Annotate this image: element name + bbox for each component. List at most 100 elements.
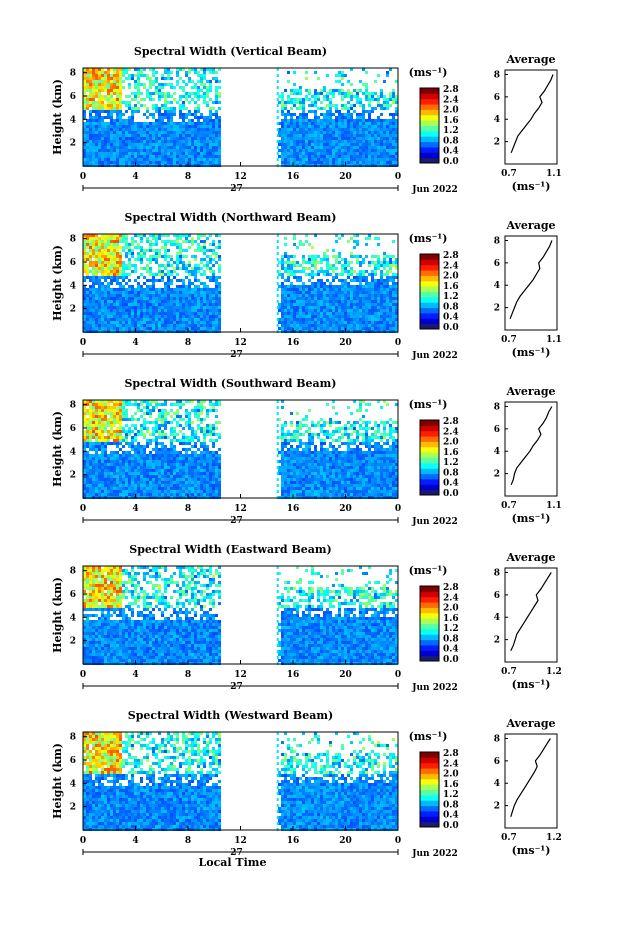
heatmap-cell [155, 125, 158, 128]
heatmap-cell [146, 77, 149, 80]
heatmap-cell [338, 279, 341, 282]
heatmap-cell [113, 442, 116, 445]
heatmap-cell [374, 324, 377, 327]
heatmap-cell [308, 161, 311, 164]
heatmap-cell [170, 83, 173, 86]
heatmap-cell [338, 237, 341, 240]
heatmap-cell [83, 264, 86, 267]
heatmap-cell [203, 294, 206, 297]
heatmap-cell [86, 481, 89, 484]
heatmap-cell [83, 161, 86, 164]
heatmap-cell [95, 252, 98, 255]
heatmap-cell [194, 95, 197, 98]
heatmap-cell [359, 113, 362, 116]
heatmap-cell [281, 134, 284, 137]
heatmap-cell [179, 77, 182, 80]
heatmap-cell [83, 472, 86, 475]
heatmap-cell [182, 240, 185, 243]
heatmap-cell [176, 267, 179, 270]
panel-1: Spectral Width (Vertical Beam)2468Height… [51, 45, 562, 195]
heatmap-cell [176, 246, 179, 249]
heatmap-cell [104, 116, 107, 119]
heatmap-cell [209, 258, 212, 261]
heatmap-cell [155, 86, 158, 89]
heatmap-cell [290, 288, 293, 291]
heatmap-cell [92, 481, 95, 484]
heatmap-cell [143, 134, 146, 137]
heatmap-cell [116, 475, 119, 478]
heatmap-cell [194, 285, 197, 288]
heatmap-cell [188, 303, 191, 306]
heatmap-cell [125, 403, 128, 406]
heatmap-cell [92, 137, 95, 140]
heatmap-cell [353, 285, 356, 288]
heatmap-cell [311, 146, 314, 149]
heatmap-cell [293, 270, 296, 273]
heatmap-cell [92, 303, 95, 306]
heatmap-cell [197, 288, 200, 291]
heatmap-cell [200, 234, 203, 237]
heatmap-cell [98, 137, 101, 140]
heatmap-cell [206, 306, 209, 309]
avg-y-tick-label: 8 [494, 236, 500, 246]
heatmap-cell [125, 77, 128, 80]
heatmap-cell [128, 430, 131, 433]
heatmap-cell [98, 68, 101, 71]
heatmap-cell [86, 288, 89, 291]
heatmap-cell [326, 134, 329, 137]
heatmap-cell [323, 291, 326, 294]
heatmap-cell [299, 309, 302, 312]
heatmap-cell [386, 152, 389, 155]
heatmap-cell [152, 306, 155, 309]
heatmap-cell [281, 92, 284, 95]
heatmap-cell [131, 74, 134, 77]
heatmap-cell [107, 487, 110, 490]
heatmap-cell [356, 291, 359, 294]
heatmap-cell [218, 149, 221, 152]
heatmap-cell [359, 273, 362, 276]
heatmap-cell [299, 107, 302, 110]
heatmap-cell [281, 152, 284, 155]
heatmap-cell [134, 68, 137, 71]
heatmap-cell [167, 324, 170, 327]
heatmap-cell [86, 487, 89, 490]
heatmap-cell [203, 146, 206, 149]
heatmap-cell [110, 300, 113, 303]
heatmap-cell [299, 161, 302, 164]
heatmap-cell [110, 288, 113, 291]
heatmap-cell [95, 261, 98, 264]
heatmap-cell [95, 77, 98, 80]
heatmap-cell [131, 403, 134, 406]
heatmap-cell [191, 98, 194, 101]
heatmap-cell [203, 119, 206, 122]
heatmap-cell [212, 143, 215, 146]
heatmap-cell [392, 116, 395, 119]
heatmap-cell [170, 318, 173, 321]
heatmap-cell [131, 424, 134, 427]
heatmap-cell [110, 454, 113, 457]
heatmap-cell [296, 131, 299, 134]
heatmap-cell [305, 98, 308, 101]
heatmap-cell [95, 255, 98, 258]
heatmap-cell [101, 490, 104, 493]
heatmap-cell [380, 285, 383, 288]
heatmap-cell [191, 161, 194, 164]
heatmap-cell [128, 451, 131, 454]
heatmap-cell [392, 324, 395, 327]
heatmap-cell [158, 98, 161, 101]
heatmap-cell [218, 258, 221, 261]
heatmap-cell [173, 312, 176, 315]
heatmap-cell [386, 134, 389, 137]
heatmap-cell [125, 490, 128, 493]
heatmap-cell [113, 110, 116, 113]
heatmap-cell [134, 324, 137, 327]
heatmap-cell [167, 291, 170, 294]
heatmap-cell [371, 98, 374, 101]
heatmap-cell [155, 306, 158, 309]
heatmap-cell [395, 98, 398, 101]
heatmap-cell [323, 161, 326, 164]
heatmap-cell [143, 297, 146, 300]
heatmap-cell [308, 243, 311, 246]
heatmap-cell [276, 282, 279, 285]
heatmap-cell [359, 134, 362, 137]
